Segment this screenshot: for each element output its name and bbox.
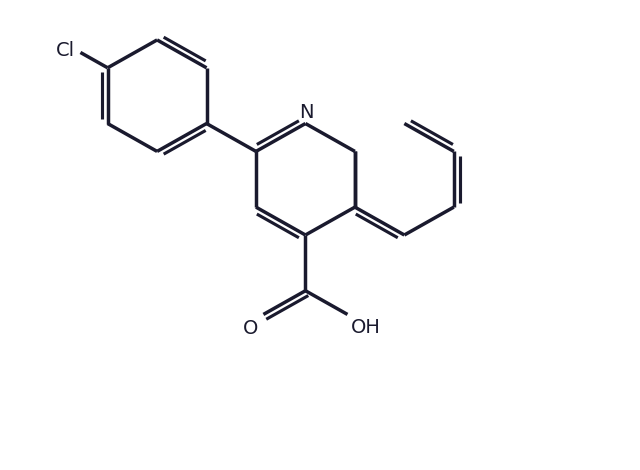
Text: OH: OH bbox=[351, 318, 381, 337]
Text: O: O bbox=[243, 320, 259, 338]
Text: N: N bbox=[300, 103, 314, 122]
Text: Cl: Cl bbox=[56, 41, 76, 60]
